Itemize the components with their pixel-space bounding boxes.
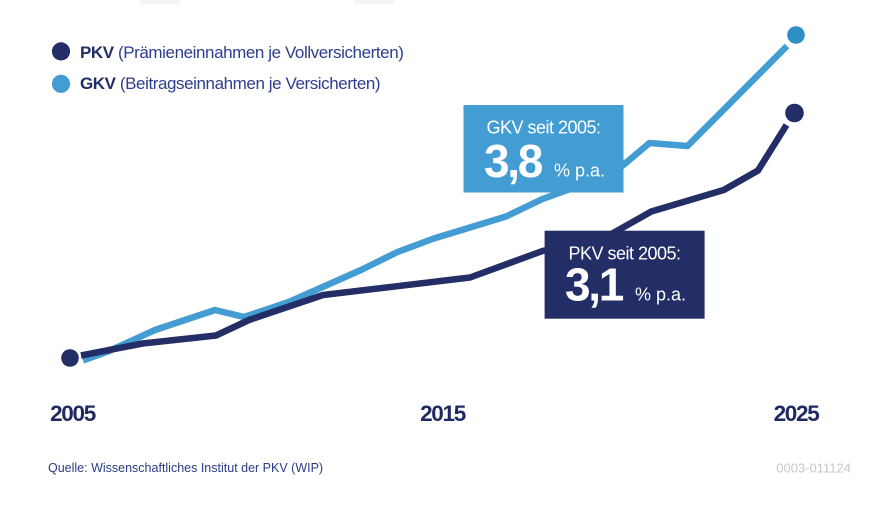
svg-text:% p.a.: % p.a. (635, 285, 686, 305)
svg-text:GKV (Beitragseinnahmen je Vers: GKV (Beitragseinnahmen je Versicherten) (80, 74, 380, 93)
svg-text:3,8: 3,8 (484, 135, 543, 187)
svg-text:Quelle: Wissenschaftliches Ins: Quelle: Wissenschaftliches Institut der … (48, 461, 323, 475)
svg-text:2025: 2025 (774, 401, 820, 426)
svg-text:2015: 2015 (420, 401, 466, 426)
svg-text:GKV seit 2005:: GKV seit 2005: (486, 118, 600, 138)
svg-text:0003-011124: 0003-011124 (776, 461, 851, 476)
svg-text:PKV seit 2005:: PKV seit 2005: (568, 244, 680, 264)
svg-text:PKV (Prämieneinnahmen je Vollv: PKV (Prämieneinnahmen je Vollversicherte… (80, 43, 403, 62)
svg-text:3,1: 3,1 (565, 259, 624, 311)
svg-text:2005: 2005 (50, 401, 96, 426)
svg-text:% p.a.: % p.a. (554, 161, 605, 181)
